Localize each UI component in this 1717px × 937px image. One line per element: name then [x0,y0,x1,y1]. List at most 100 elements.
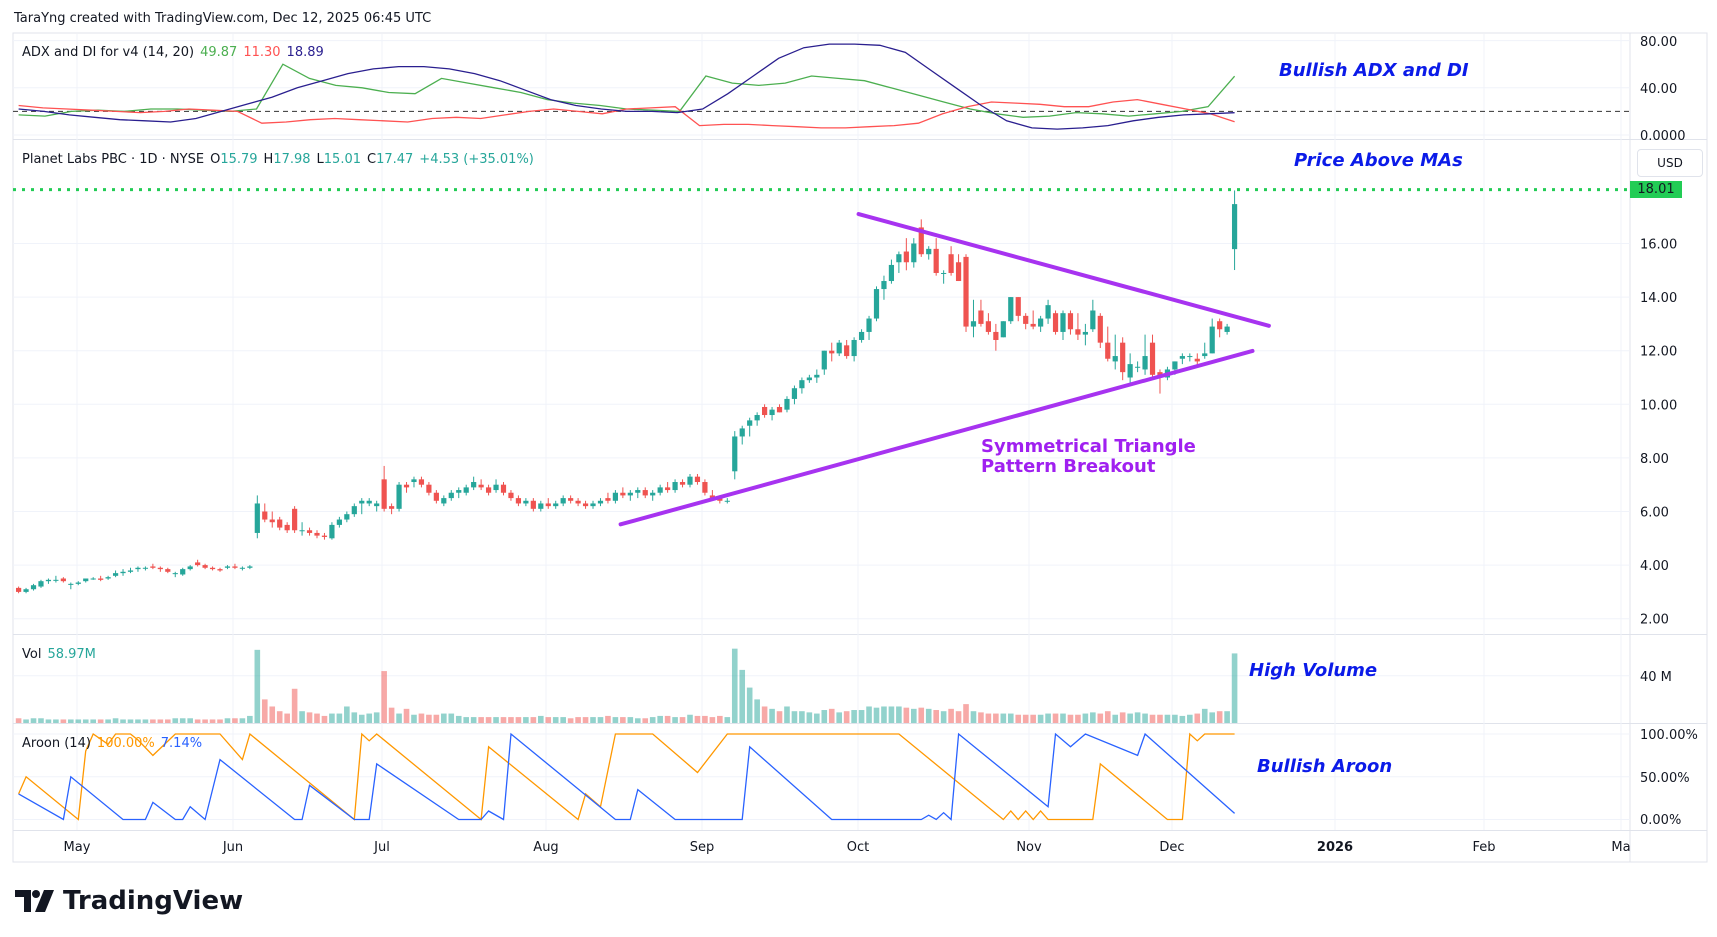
volume-bar [68,719,74,723]
candle-body [687,476,693,485]
volume-bar [1000,713,1007,723]
candle-body [471,482,477,488]
aroon-axis-label: 50.00% [1640,771,1690,786]
candle [769,406,775,421]
last-price-label: 18.01 [1630,181,1682,198]
candle-body [1179,356,1185,359]
price-legend[interactable]: Planet Labs PBC · 1D · NYSE O15.79 H17.98 L… [22,152,540,167]
volume-bar [135,719,141,723]
volume-bar [344,706,350,723]
aroon-legend[interactable]: Aroon (14) 100.00% 7.14% [22,736,208,751]
candle [530,498,536,512]
volume-axis: 40 M [1640,670,1672,685]
candle [187,565,193,571]
candle-body [30,585,37,590]
volume-bar [851,710,857,723]
candle-body [1060,313,1066,332]
candle-body [254,503,260,533]
candle [1120,337,1126,381]
candle [1052,310,1059,335]
candle [851,337,857,362]
candle [635,487,641,499]
volume-bar [918,707,925,723]
candle-body [239,567,245,569]
volume-bar [1090,712,1096,723]
tradingview-logo[interactable]: TradingView [15,886,243,916]
candle-body [262,511,268,520]
candle-body [739,428,745,437]
volume-bar [75,719,82,723]
candle [1015,297,1021,322]
candle [292,506,298,533]
candle [821,350,827,375]
candle [329,522,335,540]
volume-bar [925,708,932,723]
candle-body [694,476,701,483]
time-axis[interactable]: May Jun Jul Aug Sep Oct Nov Dec 2026 Feb Ma [64,840,1631,855]
candle-body [791,388,798,399]
volume-bar [1082,713,1089,723]
candle [112,570,119,578]
adx-pane [13,43,1630,130]
candle [254,495,260,539]
volume-bar [284,713,290,723]
candle-body [582,503,589,507]
candle-body [844,345,850,357]
minus-di-line [18,98,1235,129]
volume-bar [336,713,343,723]
low-label: L [316,152,324,167]
chart-frame [12,32,1708,863]
volume-legend[interactable]: Vol 58.97M [22,647,102,662]
candle [493,479,499,493]
triangle-upper-trendline[interactable] [856,212,1271,328]
volume-bar [799,711,805,723]
candle [1142,334,1148,375]
candle-body [1112,356,1118,362]
volume-bar [627,717,634,723]
volume-bar [791,711,798,723]
candle [732,431,738,480]
candle [1030,310,1036,330]
candle-body [53,579,59,581]
volume-bar [97,719,104,723]
volume-bar [1067,714,1074,723]
candle [747,417,753,437]
candle-body [553,503,559,507]
volume-bar [896,706,902,723]
candle-body [299,530,305,532]
candle [1082,323,1088,346]
candle-body [605,498,611,501]
candle [970,299,977,338]
candle [941,270,947,284]
candle [500,482,507,496]
volume-bar [814,713,820,723]
candle-body [597,500,604,504]
price-axis[interactable]: 16.00 14.00 12.00 10.00 8.00 6.00 4.00 2.00 [1640,238,1677,628]
volume-bar [105,719,111,723]
volume-bar [254,649,261,723]
volume-bar [45,719,52,723]
candle [665,482,671,493]
candle-body [165,569,171,572]
candle [702,479,708,496]
triangle-lower-trendline[interactable] [618,348,1255,527]
candle-body [418,479,425,485]
adx-value: 18.89 [286,45,324,60]
volume-bar [217,719,223,723]
adx-legend[interactable]: ADX and DI for v4 (14, 20) 49.87 11.30 18.8… [22,45,330,60]
candle [590,500,596,509]
candle [627,490,633,501]
currency-button[interactable]: USD [1637,149,1703,177]
volume-bar [120,719,126,723]
volume-bar [179,718,186,723]
volume-bar [90,719,96,723]
volume-bar [888,706,895,723]
volume-bar [552,717,559,723]
candles [16,190,1238,594]
volume-bar [60,719,67,723]
candle [1202,342,1208,359]
volume-bar [299,711,305,723]
candle-body [1231,204,1238,250]
candle [135,566,141,572]
